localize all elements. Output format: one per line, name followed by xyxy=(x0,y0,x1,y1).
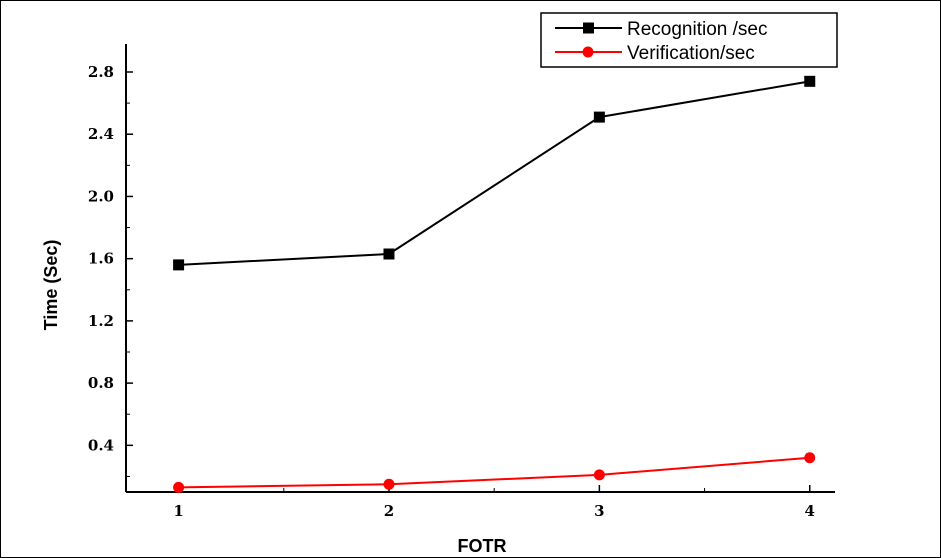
legend-marker-square xyxy=(583,22,594,34)
legend-label: Recognition /sec xyxy=(627,19,767,40)
y-tick-label: 1.6 xyxy=(88,250,114,268)
y-tick-label: 1.2 xyxy=(88,312,114,330)
x-axis-title: FOTR xyxy=(458,536,507,556)
legend-box xyxy=(540,12,838,68)
legend-marker-circle xyxy=(582,46,594,58)
legend: Recognition /sec Verification/sec xyxy=(540,12,838,68)
data-point-circle xyxy=(804,452,816,464)
x-tick-label: 1 xyxy=(173,502,183,520)
x-tick-label: 4 xyxy=(805,502,815,520)
y-tick-label: 2.0 xyxy=(88,187,114,205)
y-axis-title: Time (Sec) xyxy=(41,240,61,331)
y-tick-label: 0.8 xyxy=(88,374,114,392)
y-tick-label: 2.4 xyxy=(88,125,114,143)
data-point-square xyxy=(804,75,816,87)
x-tick-label: 3 xyxy=(594,502,604,520)
series-layer xyxy=(173,75,816,493)
data-point-square xyxy=(173,259,185,271)
axes: 0.4 0.8 1.2 1.6 2.0 2.4 2.8 1 2 3 4 xyxy=(88,44,835,520)
y-tick-label: 0.4 xyxy=(88,436,114,454)
data-point-circle xyxy=(173,481,185,493)
data-point-circle xyxy=(593,469,605,481)
series-line-2 xyxy=(178,456,810,489)
data-point-square xyxy=(593,111,605,123)
data-point-circle xyxy=(383,478,395,490)
legend-label: Verification/sec xyxy=(627,43,755,64)
x-tick-label: 2 xyxy=(384,502,394,520)
data-point-square xyxy=(383,248,395,260)
y-tick-label: 2.8 xyxy=(88,63,114,81)
series-line-1 xyxy=(178,80,810,266)
